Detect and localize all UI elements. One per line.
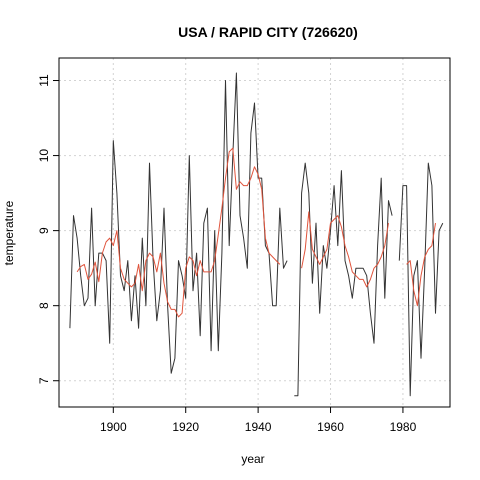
series-layer [69, 72, 444, 397]
y-axis: 7 8 9 10 11 [37, 74, 59, 384]
annual-series-line [398, 162, 444, 397]
annual-series-line [294, 162, 393, 397]
smoothed-series-line [406, 223, 436, 307]
y-tick-label: 10 [37, 149, 51, 163]
x-tick-label: 1900 [100, 420, 127, 434]
y-tick-label: 8 [37, 302, 51, 309]
x-axis: 1900 1920 1940 1960 1980 [100, 407, 417, 434]
y-axis-label: temperature [2, 200, 16, 265]
smoothed-series-line [301, 211, 389, 288]
smoothed-series-line [76, 147, 281, 318]
x-tick-label: 1920 [172, 420, 199, 434]
y-tick-label: 7 [37, 377, 51, 384]
x-tick-label: 1960 [317, 420, 344, 434]
plot-area-border [58, 57, 451, 408]
y-tick-label: 9 [37, 227, 51, 234]
chart-title: USA / RAPID CITY (726620) [178, 24, 358, 40]
annual-series-line [69, 72, 288, 374]
grid [59, 58, 450, 407]
x-tick-label: 1940 [245, 420, 272, 434]
x-axis-label: year [241, 452, 264, 466]
y-tick-label: 11 [37, 74, 51, 87]
x-tick-label: 1980 [390, 420, 417, 434]
